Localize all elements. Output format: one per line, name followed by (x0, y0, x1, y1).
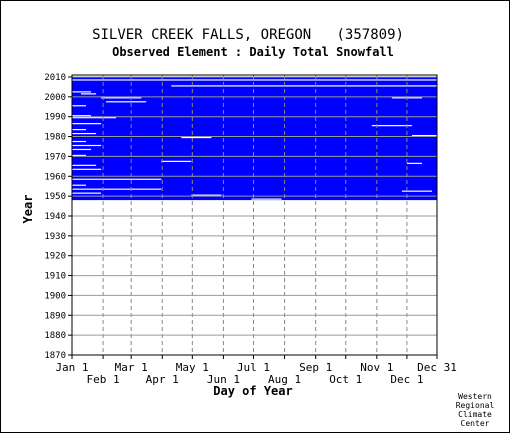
x-tick-label: Jul 1 (237, 361, 270, 374)
missing-segment (181, 136, 212, 139)
y-tick-label: 1980 (44, 133, 66, 143)
y-tick-label: 1930 (44, 232, 66, 242)
x-tick-label: Oct 1 (329, 373, 362, 386)
x-tick-label: Aug 1 (268, 373, 301, 386)
missing-segment (72, 184, 87, 186)
plot-area: 1870 1880 1890 1900 1910 1920 1930 1940 1950 1960… (44, 73, 457, 386)
missing-segment (72, 192, 102, 194)
missing-segment (72, 129, 87, 131)
missing-segment (411, 134, 437, 137)
missing-segment (72, 188, 162, 190)
missing-segment (72, 168, 102, 170)
missing-segment (401, 190, 432, 192)
x-tick-label: Dec 1 (390, 373, 423, 386)
missing-segment (72, 140, 87, 143)
credit-line-2: Regional (456, 401, 495, 410)
missing-segment (72, 115, 92, 117)
missing-segment (72, 154, 87, 157)
observed-data-block (72, 75, 437, 201)
missing-segment (191, 194, 222, 196)
missing-segment (106, 101, 147, 103)
y-tick-label: 1890 (44, 311, 66, 321)
x-tick-label: Dec 31 (417, 361, 457, 374)
y-tick-label: 1990 (44, 113, 66, 123)
x-tick-label: Jan 1 (55, 361, 88, 374)
missing-segment (406, 162, 422, 164)
y-tick-label: 1940 (44, 212, 66, 222)
y-tick-label: 2000 (44, 93, 66, 103)
chart-title: SILVER CREEK FALLS, OREGON (357809) (92, 27, 404, 43)
credit-line-1: Western (458, 392, 492, 401)
x-tick-label: Jun 1 (207, 373, 240, 386)
missing-segment (72, 91, 92, 93)
missing-segment (72, 75, 437, 77)
missing-segment (161, 160, 192, 162)
credit-line-4: Center (461, 419, 490, 428)
missing-segment (72, 148, 92, 151)
chart-subtitle: Observed Element : Daily Total Snowfall (112, 45, 394, 59)
missing-segment (72, 132, 97, 135)
missing-segment (72, 178, 162, 180)
x-tick-label: Feb 1 (87, 373, 120, 386)
y-tick-label: 1920 (44, 252, 66, 262)
x-axis-label: Day of Year (213, 384, 292, 398)
missing-segment (171, 85, 437, 87)
y-tick-label: 1880 (44, 331, 66, 341)
missing-segment (101, 97, 142, 99)
y-tick-label: 1900 (44, 291, 66, 301)
y-tick-label: 1970 (44, 152, 66, 162)
missing-segment (72, 117, 117, 119)
missing-segment (72, 105, 87, 107)
credit-line-3: Climate (458, 410, 492, 419)
x-tick-label: Mar 1 (115, 361, 148, 374)
plot-border (71, 74, 438, 356)
y-tick-label: 2010 (44, 73, 66, 83)
x-tick-label: Nov 1 (360, 361, 393, 374)
missing-segment (371, 125, 412, 127)
missing-segment (72, 79, 437, 81)
missing-segment (81, 93, 97, 95)
y-tick-label: 1950 (44, 192, 66, 202)
y-tick-label: 1910 (44, 272, 66, 282)
y-tick-label: 1870 (44, 351, 66, 361)
y-axis-label: Year (21, 195, 35, 224)
x-tick-label: May 1 (176, 361, 209, 374)
missing-segment (72, 164, 97, 166)
missing-segment (72, 123, 102, 125)
x-tick-label: Apr 1 (146, 373, 179, 386)
missing-segment (251, 198, 282, 200)
y-tick-label: 1960 (44, 172, 66, 182)
credit-block: Western Regional Climate Center (456, 392, 495, 428)
missing-segment (72, 144, 102, 147)
x-tick-label: Sep 1 (299, 361, 332, 374)
